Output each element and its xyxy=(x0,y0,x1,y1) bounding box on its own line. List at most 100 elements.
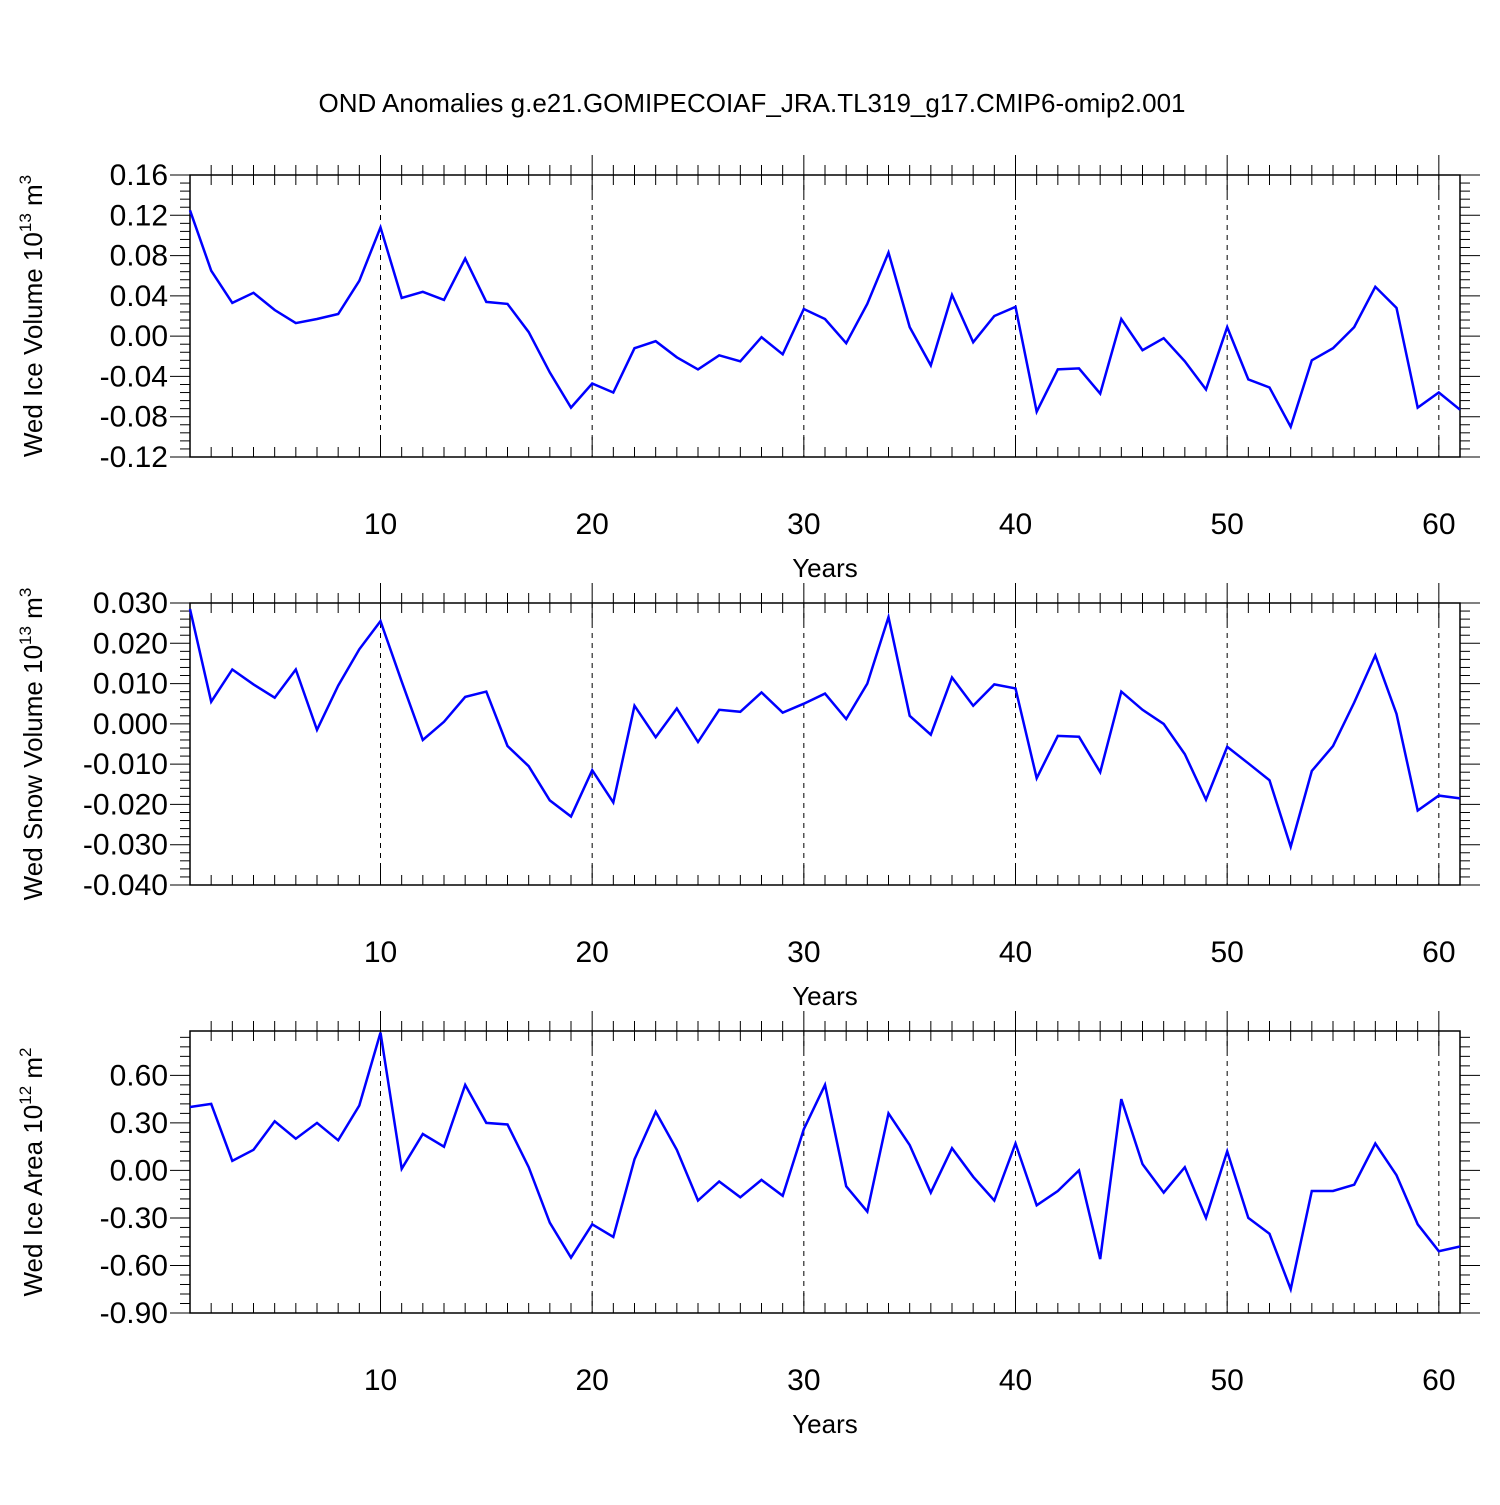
data-point xyxy=(1057,368,1059,370)
data-point xyxy=(1289,1288,1291,1290)
data-point xyxy=(210,1103,212,1105)
data-point xyxy=(1184,753,1186,755)
y-axis-label-text: Wed Snow Volume 10 xyxy=(18,645,48,900)
data-point xyxy=(887,1112,889,1114)
data-point xyxy=(1353,701,1355,703)
data-point xyxy=(485,1122,487,1124)
data-point xyxy=(612,1236,614,1238)
data-point xyxy=(781,711,783,713)
data-point xyxy=(718,1180,720,1182)
x-tick-label: 30 xyxy=(787,508,820,541)
data-point xyxy=(252,1149,254,1151)
data-point xyxy=(824,318,826,320)
data-point xyxy=(527,765,529,767)
x-tick-label: 10 xyxy=(364,936,397,969)
x-tick-label: 60 xyxy=(1422,936,1455,969)
y-tick-label: -0.030 xyxy=(83,829,168,862)
data-point xyxy=(951,676,953,678)
y-tick-label: 0.020 xyxy=(93,627,168,660)
y-tick-label: 0.00 xyxy=(110,1154,168,1187)
data-point xyxy=(1311,359,1313,361)
data-point xyxy=(697,1199,699,1201)
data-point xyxy=(1395,713,1397,715)
data-point xyxy=(1099,771,1101,773)
data-point xyxy=(1289,846,1291,848)
data-point xyxy=(1120,1098,1122,1100)
data-point xyxy=(908,715,910,717)
data-point xyxy=(231,1160,233,1162)
chart-panel-3: -0.90 -0.60 -0.30 0.00 0.30 0.60 10 20 30 40 50 60 Y… xyxy=(16,1011,1480,1439)
x-tick-label: 60 xyxy=(1422,1364,1455,1397)
data-point xyxy=(1205,1217,1207,1219)
data-point xyxy=(591,382,593,384)
data-point xyxy=(316,729,318,731)
data-point xyxy=(231,668,233,670)
data-point xyxy=(1459,408,1461,410)
data-point xyxy=(760,336,762,338)
data-point xyxy=(337,1139,339,1141)
data-point xyxy=(1311,770,1313,772)
data-point xyxy=(781,1195,783,1197)
data-point xyxy=(189,1106,191,1108)
data-point xyxy=(443,1145,445,1147)
data-point xyxy=(506,1123,508,1125)
data-point xyxy=(612,801,614,803)
data-point xyxy=(1226,1150,1228,1152)
data-point xyxy=(591,1223,593,1225)
y-tick-label: 0.16 xyxy=(110,159,168,192)
data-point xyxy=(633,705,635,707)
y-axis-label: Wed Ice Volume 1013 m3 xyxy=(16,175,48,457)
data-point xyxy=(718,354,720,356)
x-tick-label: 10 xyxy=(364,1364,397,1397)
data-point xyxy=(1416,809,1418,811)
data-point xyxy=(1014,306,1016,308)
y-tick-label: 0.010 xyxy=(93,668,168,701)
data-point xyxy=(189,608,191,610)
y-tick-label: -0.90 xyxy=(100,1297,168,1330)
x-tick-label: 20 xyxy=(575,1364,608,1397)
data-point xyxy=(1332,347,1334,349)
data-point xyxy=(443,299,445,301)
data-point xyxy=(1416,1223,1418,1225)
data-point xyxy=(1014,687,1016,689)
data-point xyxy=(1078,367,1080,369)
y-axis-label-text: m xyxy=(18,184,48,213)
data-point xyxy=(1057,1190,1059,1192)
data-point xyxy=(485,301,487,303)
data-point xyxy=(718,709,720,711)
data-point xyxy=(231,302,233,304)
data-point xyxy=(1035,777,1037,779)
data-point xyxy=(760,691,762,693)
data-point xyxy=(676,1149,678,1151)
data-point xyxy=(1438,391,1440,393)
data-point xyxy=(549,371,551,373)
data-point xyxy=(358,1104,360,1106)
data-point xyxy=(189,209,191,211)
y-tick-label: -0.08 xyxy=(100,401,168,434)
y-tick-label: -0.60 xyxy=(100,1249,168,1282)
data-point xyxy=(337,313,339,315)
x-tick-label: 10 xyxy=(364,508,397,541)
data-point xyxy=(1141,1163,1143,1165)
data-point xyxy=(824,692,826,694)
data-point xyxy=(1247,762,1249,764)
data-point xyxy=(739,711,741,713)
series-line xyxy=(188,608,1461,852)
data-point xyxy=(210,701,212,703)
data-point xyxy=(908,326,910,328)
data-point xyxy=(400,297,402,299)
data-point xyxy=(1184,1166,1186,1168)
data-point xyxy=(570,1256,572,1258)
figure-title: OND Anomalies g.e21.GOMIPECOIAF_JRA.TL31… xyxy=(318,88,1185,118)
data-point xyxy=(379,620,381,622)
data-point xyxy=(1014,1142,1016,1144)
y-tick-label: -0.12 xyxy=(100,441,168,474)
y-tick-label: -0.04 xyxy=(100,360,168,393)
y-axis-label-text: m xyxy=(18,597,48,626)
data-point xyxy=(464,1084,466,1086)
y-tick-label: 0.04 xyxy=(110,280,168,313)
data-point xyxy=(1226,746,1228,748)
y-axis-label-superscript: 2 xyxy=(16,1047,35,1056)
data-point xyxy=(1395,307,1397,309)
